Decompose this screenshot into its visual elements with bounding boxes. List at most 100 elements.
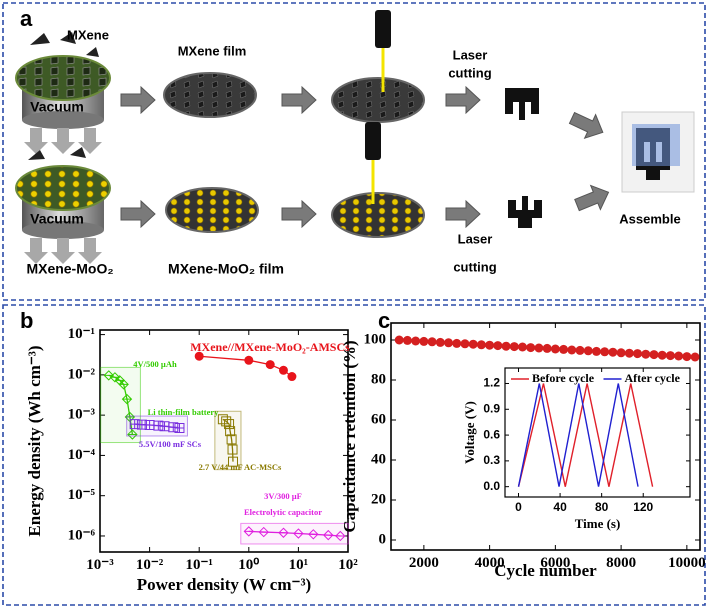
point (402, 335, 412, 345)
cutting-label: cutting (453, 259, 496, 274)
x-tick-label: 8000 (606, 555, 636, 571)
series-box (100, 366, 141, 444)
point (224, 419, 235, 430)
y-axis-label: Energy density (Wh cm⁻³) (25, 345, 44, 536)
inset-background (458, 358, 696, 530)
point (550, 344, 560, 354)
point (278, 527, 289, 538)
point (452, 338, 462, 348)
point (509, 342, 519, 352)
point (227, 456, 238, 467)
legend-label: After cycle (625, 371, 681, 385)
y-tick-label: 60 (371, 411, 386, 427)
material-label: MXene-MoO₂ (26, 261, 113, 277)
arrow (445, 200, 481, 228)
panel-a-border (2, 2, 706, 301)
point (534, 343, 544, 353)
cutting-label: Laser (458, 231, 493, 246)
point (608, 347, 618, 357)
series-label: Electrolytic capacitor (244, 507, 322, 517)
series-label: MXene//MXene-MoO₂-AMSCs (190, 340, 350, 354)
series-line (517, 383, 654, 487)
point (419, 336, 429, 346)
point (665, 351, 675, 361)
point (121, 393, 133, 405)
point (221, 416, 232, 427)
arrow (571, 179, 614, 218)
point (460, 339, 470, 349)
point (641, 349, 651, 359)
series-box (126, 415, 188, 437)
point (485, 340, 495, 350)
y-tick-label: 80 (371, 371, 386, 387)
panel-label: b (20, 308, 33, 333)
point (682, 352, 692, 362)
y-tick-label: 0.3 (483, 453, 500, 467)
series-label: 5.5V/100 mF SCs (139, 439, 202, 449)
series-label: 4V/500 µAh (133, 359, 177, 369)
point (542, 343, 552, 353)
point (444, 338, 454, 348)
y-tick-label: 10⁻⁶ (68, 527, 96, 543)
point (258, 526, 269, 538)
electrolyte (632, 124, 680, 166)
point (468, 339, 478, 349)
series-label: 2.7 V/44 mF AC-MSCs (199, 462, 282, 472)
point (278, 365, 288, 375)
arrow (281, 86, 317, 114)
flakes (30, 32, 99, 57)
top-row: MXene Vacuum MXene film Laser cutting (15, 8, 609, 154)
point (559, 344, 569, 354)
point (616, 348, 626, 358)
y-tick-label: 0.0 (483, 479, 500, 493)
point (227, 444, 238, 455)
plot-frame (99, 329, 349, 553)
y-axis-label: Capacitance retention (%) (340, 340, 359, 532)
point (517, 342, 527, 352)
point (674, 351, 684, 361)
x-tick-label: 2000 (409, 555, 439, 571)
point (174, 422, 185, 433)
point (118, 379, 129, 390)
x-tick-label: 10⁰ (238, 557, 259, 573)
point (244, 355, 254, 365)
point (600, 347, 610, 357)
assemble: Assemble (619, 111, 695, 226)
x-tick-label: 120 (633, 500, 653, 514)
film-disc (165, 187, 259, 233)
point (308, 529, 319, 540)
series-box (214, 410, 242, 471)
x-tick-label: 0 (515, 500, 522, 514)
point (394, 335, 404, 345)
point (526, 343, 536, 353)
x-tick-label: 40 (553, 500, 567, 514)
point (287, 372, 297, 382)
point (657, 350, 667, 360)
x-tick-label: 10² (338, 557, 358, 573)
x-axis-label: Time (s) (575, 516, 621, 531)
point (411, 336, 421, 346)
x-tick-label: 10⁻³ (86, 557, 114, 573)
vacuum-label: Vacuum (30, 99, 84, 115)
panel-label: c (378, 308, 390, 333)
arrow (281, 200, 317, 228)
point (583, 346, 593, 356)
point (435, 337, 445, 347)
cutting-label: cutting (448, 65, 491, 80)
x-tick-label: 10000 (668, 555, 706, 571)
cut-electrode (505, 88, 539, 120)
series-box (240, 522, 349, 545)
point (591, 346, 601, 356)
point (427, 337, 437, 347)
y-tick-label: 10⁻¹ (68, 326, 95, 342)
x-tick-label: 4000 (475, 555, 505, 571)
y-tick-label: 0 (379, 531, 387, 547)
y-tick-label: 10⁻² (68, 366, 96, 382)
point (194, 351, 204, 361)
point (501, 341, 511, 351)
x-tick-label: 10¹ (289, 557, 309, 573)
filter (15, 165, 111, 211)
film-label: MXene-MoO₂ film (168, 261, 284, 277)
